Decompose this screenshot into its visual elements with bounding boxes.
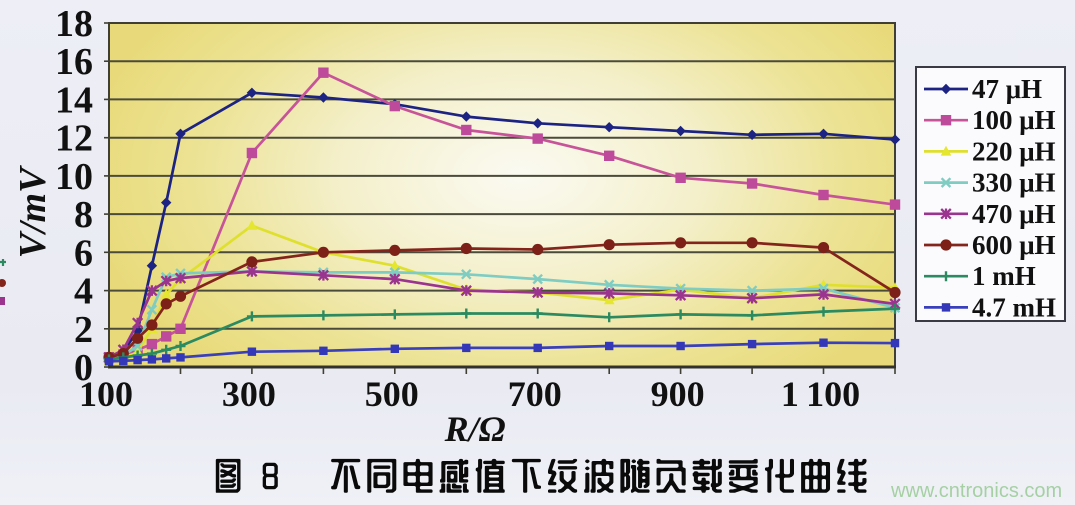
svg-text:18: 18 bbox=[55, 3, 93, 45]
svg-text:700: 700 bbox=[508, 374, 562, 414]
svg-text:220 μH: 220 μH bbox=[972, 136, 1056, 166]
svg-text:10: 10 bbox=[55, 156, 93, 198]
svg-text:0: 0 bbox=[74, 347, 93, 389]
svg-text:47 μH: 47 μH bbox=[972, 74, 1042, 104]
svg-text:330 μH: 330 μH bbox=[972, 168, 1056, 198]
svg-text:8: 8 bbox=[74, 194, 93, 236]
svg-text:470 μH: 470 μH bbox=[972, 199, 1056, 229]
svg-text:12: 12 bbox=[55, 118, 93, 160]
svg-text:500: 500 bbox=[365, 374, 419, 414]
svg-text:600 μH: 600 μH bbox=[972, 230, 1056, 260]
svg-text:14: 14 bbox=[55, 79, 93, 121]
svg-text:900: 900 bbox=[651, 374, 705, 414]
svg-text:4.7 mH: 4.7 mH bbox=[972, 292, 1056, 322]
svg-text:300: 300 bbox=[222, 374, 276, 414]
svg-text:16: 16 bbox=[55, 41, 93, 83]
svg-text:2: 2 bbox=[74, 309, 93, 351]
svg-text:1 100: 1 100 bbox=[781, 374, 860, 414]
svg-text:100: 100 bbox=[79, 374, 133, 414]
svg-text:www.cntronics.com: www.cntronics.com bbox=[890, 480, 1062, 502]
svg-text:V/mV: V/mV bbox=[12, 165, 54, 258]
svg-text:4: 4 bbox=[74, 271, 93, 313]
svg-text:1 mH: 1 mH bbox=[972, 261, 1036, 291]
svg-text:R/Ω: R/Ω bbox=[444, 409, 506, 449]
svg-text:100 μH: 100 μH bbox=[972, 105, 1056, 135]
svg-text:6: 6 bbox=[74, 232, 93, 274]
